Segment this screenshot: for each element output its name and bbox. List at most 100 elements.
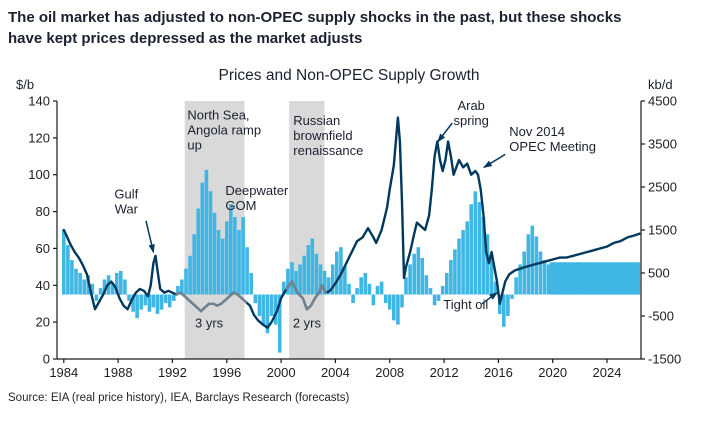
supply-growth-bar [286,269,290,295]
supply-growth-bar [204,170,209,295]
supply-growth-bar [636,262,641,295]
right-axis-tick-label: 3500 [648,137,677,152]
supply-growth-bar [526,234,531,295]
supply-growth-bar [155,294,160,315]
right-axis-tick-label: 500 [648,266,670,281]
supply-growth-bar [82,279,86,295]
supply-growth-bar [298,264,302,295]
right-axis-tick-label: 4500 [648,94,677,109]
supply-growth-bar [306,245,311,295]
supply-growth-bar [98,288,103,295]
left-axis-tick-label: 0 [43,352,50,367]
plot-area: 0 20 40 60 80 100 120 140 -1500 -500 500 1500 2500 35… [28,94,681,381]
left-axis-tick-label: 80 [36,204,50,219]
supply-growth-bar [66,245,70,295]
annotation-north-sea: Angola ramp [187,123,261,138]
supply-growth-bar [151,294,156,308]
supply-growth-bar [167,294,172,308]
supply-growth-bar [560,262,564,295]
supply-growth-bar [557,262,562,295]
right-axis-unit-label: kb/d [648,77,673,92]
annotation-arab-spring: spring [453,114,488,129]
supply-growth-bar [192,234,196,295]
left-axis-tick-label: 140 [28,94,50,109]
supply-growth-bar [94,294,99,302]
supply-growth-bar [265,294,270,334]
supply-growth-bar [127,294,131,302]
supply-growth-bar [172,294,176,302]
price-line [62,116,641,330]
x-axis-tick-label: 2016 [484,365,513,380]
supply-growth-bar [530,226,535,295]
supply-growth-bar [493,281,498,295]
supply-growth-bar [225,221,229,295]
supply-growth-bar [481,217,486,295]
supply-growth-bar [208,191,213,295]
supply-growth-bar [625,262,630,295]
supply-growth-bar [200,183,205,295]
supply-growth-bar [249,273,253,295]
supply-growth-bar [506,294,510,317]
supply-growth-bar [310,238,315,295]
supply-growth-bar [473,191,478,295]
annotation-arrow-gulf-war [145,221,155,254]
supply-growth-bar [612,262,616,295]
supply-growth-bar [617,262,622,295]
band-duration-label: 3 yrs [195,316,224,331]
supply-growth-bar [180,279,184,295]
left-axis-tick-label: 100 [28,168,50,183]
supply-growth-bar [196,208,200,295]
band-duration-label: 2 yrs [293,316,322,331]
supply-growth-bar [595,262,600,295]
supply-growth-bar [163,294,168,304]
supply-growth-bar [188,256,192,295]
supply-growth-bar [282,281,286,295]
supply-growth-bar [584,262,589,295]
supply-growth-bar [367,284,372,295]
supply-growth-bar [339,247,343,295]
supply-growth-bar [522,251,526,295]
annotation-russian-brownfield: brownfield [293,128,352,143]
supply-growth-bar [593,262,597,295]
supply-growth-bar [383,294,388,304]
supply-growth-bar [436,294,441,302]
supply-growth-bar [322,271,327,295]
supply-growth-bar [606,262,611,295]
supply-growth-bar [449,260,453,295]
supply-growth-bar [78,273,82,295]
supply-growth-bar [568,262,573,295]
supply-growth-bar [387,294,392,310]
supply-growth-bar [514,277,518,295]
supply-growth-bar [379,281,384,295]
supply-growth-bar [598,262,603,295]
annotation-gulf-war: War [115,202,139,217]
supply-price-chart: Prices and Non-OPEC Supply Growth $/b kb… [16,67,681,381]
supply-growth-bar [477,202,482,295]
supply-growth-bar [261,294,266,325]
x-axis-tick-label: 2024 [593,365,622,380]
supply-growth-bar [469,204,473,295]
supply-growth-bar [590,262,594,295]
supply-growth-bar [416,247,421,295]
annotation-arab-spring: Arab [457,99,484,114]
supply-growth-bar [220,238,225,295]
x-axis-tick-label: 2008 [375,365,404,380]
supply-growth-bar [351,294,355,304]
price-line-adjustment-segment [285,280,328,311]
x-axis-tick-label: 2004 [321,365,350,380]
supply-growth-bar [359,277,363,295]
supply-growth-bar [102,279,107,295]
supply-growth-bar [549,262,554,295]
supply-growth-bar [432,294,437,306]
supply-growth-bar [184,269,188,295]
annotation-opec-meeting: OPEC Meeting [509,139,596,154]
annotation-deepwater-gom: Deepwater [225,183,289,198]
price-line-adjustment-segment [175,291,248,313]
headline-line-1: The oil market has adjusted to non-OPEC … [8,9,622,26]
supply-growth-bar [143,294,148,306]
supply-growth-bar [628,262,632,295]
chart-title: Prices and Non-OPEC Supply Growth [218,67,479,84]
annotation-tight-oil: Tight oil [443,298,488,313]
supply-growth-bar [241,217,245,295]
supply-growth-bar [123,279,127,295]
